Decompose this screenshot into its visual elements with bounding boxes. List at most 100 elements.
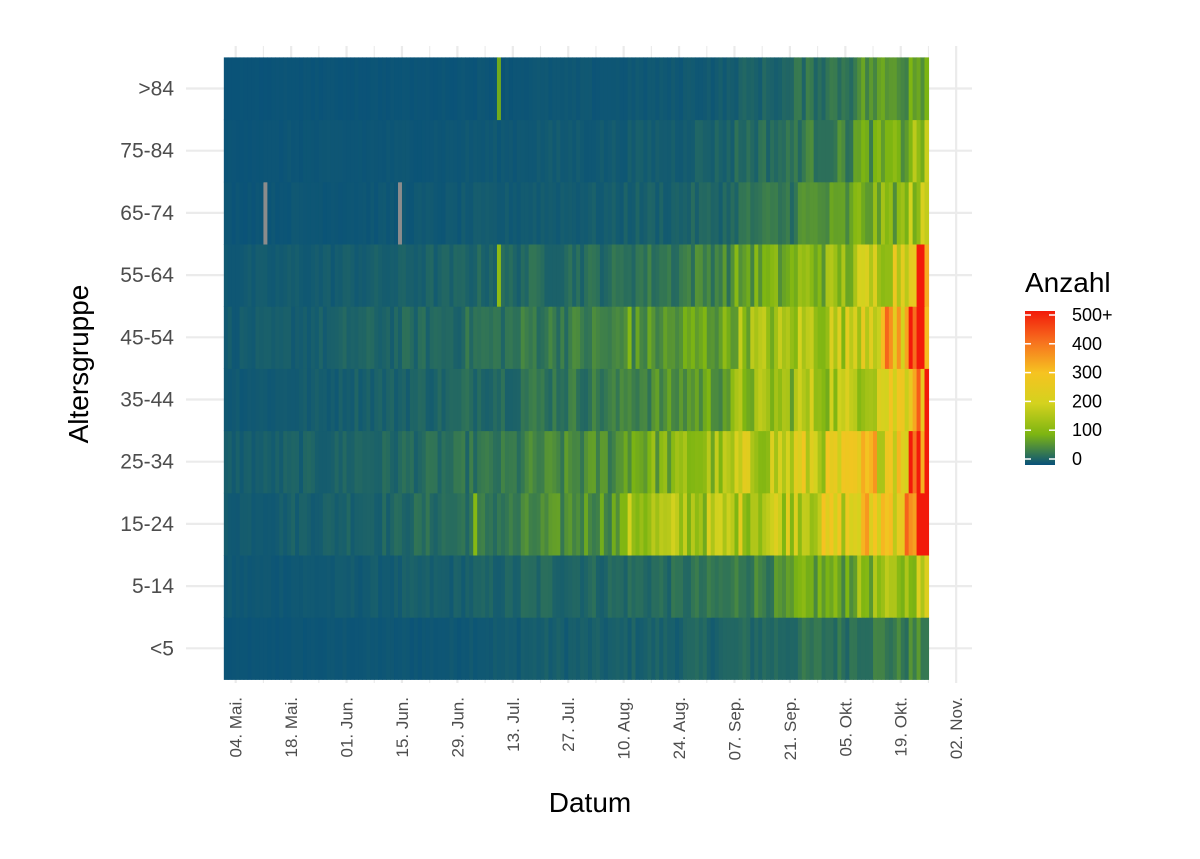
heatmap-cell xyxy=(793,430,799,494)
heatmap-cell xyxy=(892,119,898,183)
heatmap-cell xyxy=(227,492,233,556)
heatmap-cell xyxy=(837,119,842,183)
heatmap-cell xyxy=(528,555,534,618)
heatmap-cell xyxy=(706,430,712,494)
heatmap-cell xyxy=(370,430,375,494)
x-axis-title: Datum xyxy=(549,787,631,818)
heatmap-cell xyxy=(845,492,850,556)
heatmap-cell xyxy=(267,492,272,556)
heatmap-cell xyxy=(528,430,534,494)
heatmap-cell xyxy=(876,430,882,494)
heatmap-cell xyxy=(489,244,494,307)
heatmap-cell xyxy=(837,617,842,680)
heatmap-cell xyxy=(865,57,870,121)
heatmap-cell xyxy=(876,119,882,183)
legend-title: Anzahl xyxy=(1025,267,1111,298)
heatmap-cell xyxy=(334,119,340,183)
heatmap-cell xyxy=(679,368,684,432)
heatmap-cell xyxy=(576,306,581,369)
heatmap-cell xyxy=(540,617,546,680)
heatmap-cell xyxy=(607,430,613,494)
heatmap-cell xyxy=(303,244,308,307)
heatmap-cell xyxy=(694,368,700,432)
heatmap-cell xyxy=(267,555,272,618)
heatmap-cell xyxy=(358,306,363,369)
heatmap-cell xyxy=(271,181,276,245)
heatmap-cell xyxy=(789,244,795,307)
heatmap-cell xyxy=(231,57,237,121)
heatmap-cell xyxy=(390,244,395,307)
heatmap-cell xyxy=(251,555,257,618)
heatmap-cell xyxy=(857,119,862,183)
heatmap-cell xyxy=(398,181,403,245)
heatmap-cell xyxy=(287,430,292,494)
heatmap-cell xyxy=(873,368,878,432)
heatmap-cell xyxy=(504,430,510,494)
heatmap-cell xyxy=(686,306,692,369)
heatmap-cell xyxy=(588,306,593,369)
heatmap-cell xyxy=(306,368,312,432)
heatmap-cell xyxy=(433,119,439,183)
heatmap-cell xyxy=(912,368,918,432)
heatmap-cell xyxy=(263,244,268,307)
heatmap-cell xyxy=(924,119,930,183)
heatmap-cell xyxy=(781,306,787,369)
heatmap-cell xyxy=(544,119,550,183)
heatmap-cell xyxy=(714,181,720,245)
heatmap-cell xyxy=(231,368,237,432)
heatmap-cell xyxy=(291,244,296,307)
heatmap-cell xyxy=(853,555,858,618)
heatmap-cell xyxy=(362,306,367,369)
heatmap-cell xyxy=(766,368,771,432)
heatmap-cell xyxy=(584,244,589,307)
heatmap-cell xyxy=(643,368,648,432)
heatmap-cell xyxy=(520,492,526,556)
heatmap-cell xyxy=(576,181,581,245)
heatmap-cell xyxy=(441,368,447,432)
heatmap-cell xyxy=(322,368,328,432)
heatmap-cell xyxy=(235,617,241,680)
heatmap-cell xyxy=(239,244,245,307)
heatmap-cell xyxy=(663,492,668,556)
heatmap-cell xyxy=(362,119,367,183)
heatmap-cell xyxy=(350,617,356,680)
heatmap-cell xyxy=(394,306,399,369)
heatmap-cell xyxy=(437,181,443,245)
heatmap-cell xyxy=(615,181,621,245)
heatmap-cell xyxy=(370,306,375,369)
heatmap-cell xyxy=(908,306,914,369)
heatmap-cell xyxy=(227,306,233,369)
heatmap-cell xyxy=(766,555,771,618)
heatmap-cell xyxy=(829,555,835,618)
heatmap-cell xyxy=(386,492,391,556)
heatmap-cell xyxy=(876,181,882,245)
heatmap-cell xyxy=(342,555,348,618)
heatmap-cell xyxy=(306,244,312,307)
heatmap-cell xyxy=(287,306,292,369)
heatmap-cell xyxy=(358,617,363,680)
heatmap-cell xyxy=(655,306,660,369)
heatmap-cell xyxy=(413,181,419,245)
heatmap-cell xyxy=(461,492,466,556)
heatmap-cell xyxy=(900,430,906,494)
heatmap-cell xyxy=(477,57,482,121)
heatmap-cell xyxy=(916,555,922,618)
heatmap-cell xyxy=(417,119,423,183)
heatmap-cell xyxy=(920,617,926,680)
heatmap-cell xyxy=(671,57,676,121)
heatmap-cell xyxy=(366,617,371,680)
heatmap-cell xyxy=(496,492,502,556)
heatmap-cell xyxy=(880,306,886,369)
heatmap-cell xyxy=(627,306,633,369)
heatmap-cell xyxy=(619,555,625,618)
heatmap-cell xyxy=(445,244,451,307)
heatmap-cell xyxy=(524,430,530,494)
heatmap-cell xyxy=(548,492,553,556)
heatmap-cell xyxy=(334,555,340,618)
heatmap-cell xyxy=(722,368,728,432)
heatmap-cell xyxy=(481,492,486,556)
heatmap-cell xyxy=(572,306,577,369)
heatmap-cell xyxy=(508,555,514,618)
heatmap-cell xyxy=(880,492,886,556)
heatmap-cell xyxy=(299,244,304,307)
